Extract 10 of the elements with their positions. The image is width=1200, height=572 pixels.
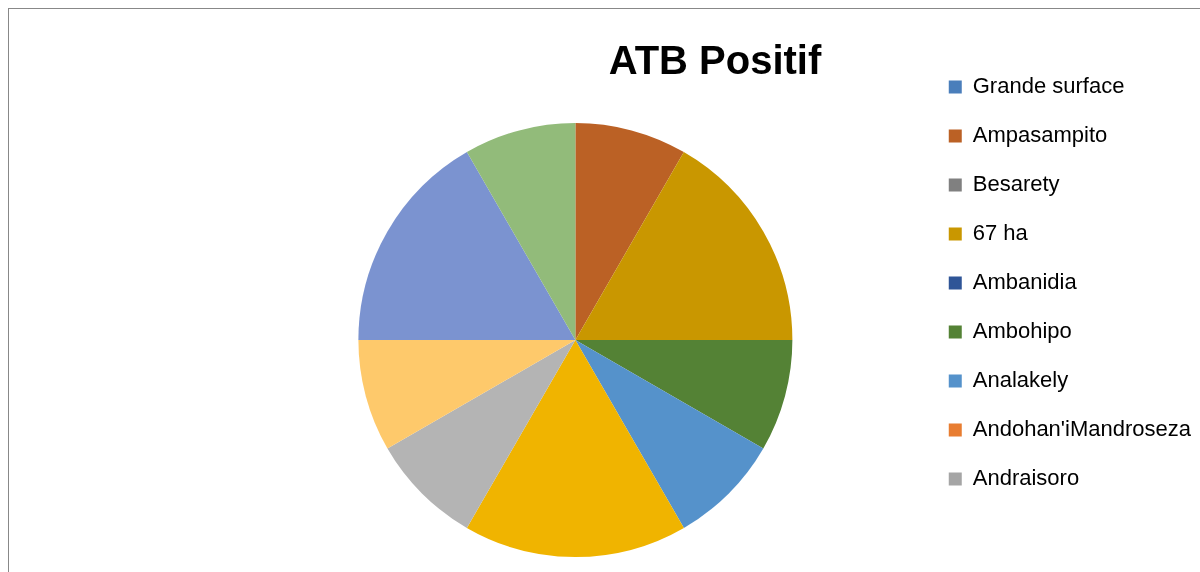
legend-label: Andohan'iMandroseza	[972, 416, 1192, 442]
legend-label: Analakely	[972, 367, 1069, 393]
legend-label: 67 ha	[972, 220, 1029, 246]
chart-title: ATB Positif	[608, 38, 822, 83]
legend-label: Besarety	[972, 171, 1060, 197]
legend-label: Ambanidia	[972, 269, 1078, 295]
legend-label: Grande surface	[972, 73, 1125, 99]
legend-label: Ambohipo	[972, 318, 1072, 344]
legend-label: Ampasampito	[972, 122, 1108, 148]
legend-label: Andraisoro	[972, 465, 1080, 491]
